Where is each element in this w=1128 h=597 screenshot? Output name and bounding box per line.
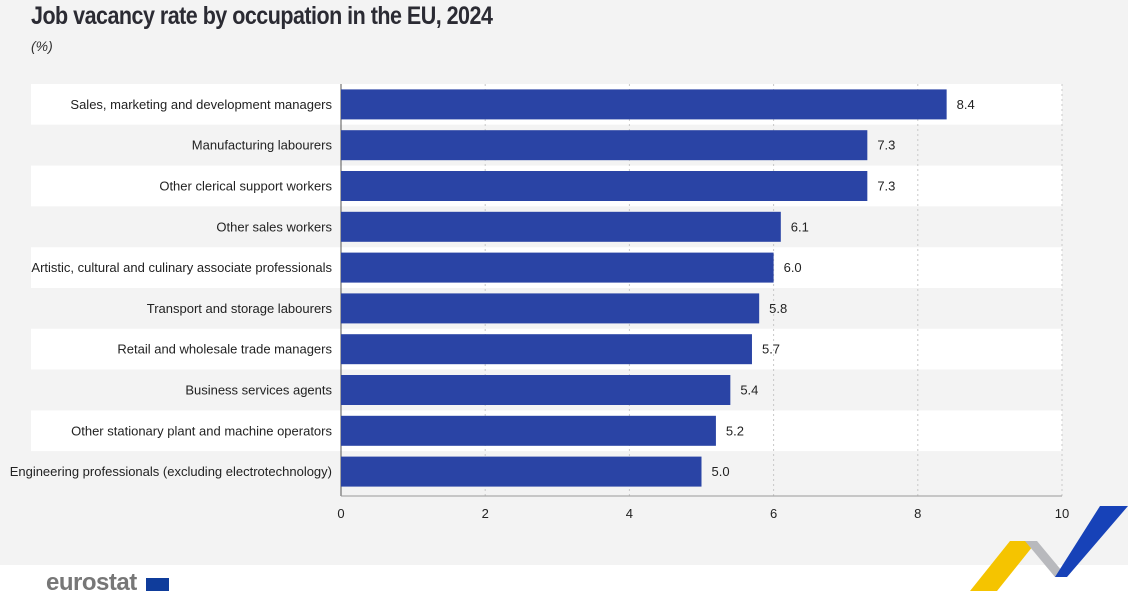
value-label: 6.0 <box>784 260 802 275</box>
eu-flag-icon <box>146 578 169 591</box>
category-label: Other sales workers <box>216 219 332 234</box>
bar <box>341 130 868 161</box>
eurostat-logo: eurostat <box>46 569 137 596</box>
value-label: 5.7 <box>762 342 780 357</box>
category-label: Manufacturing labourers <box>192 138 333 153</box>
x-tick-label: 2 <box>482 506 489 521</box>
value-label: 8.4 <box>957 97 975 112</box>
x-tick-label: 0 <box>337 506 344 521</box>
bar <box>341 415 716 446</box>
bar <box>341 293 760 324</box>
eurostat-ribbon-decoration <box>970 506 1128 591</box>
value-label: 5.8 <box>769 301 787 316</box>
value-label: 7.3 <box>877 138 895 153</box>
x-tick-label: 10 <box>1055 506 1069 521</box>
bar <box>341 171 868 201</box>
x-tick-label: 8 <box>914 506 921 521</box>
chart-title: Job vacancy rate by occupation in the EU… <box>31 2 493 30</box>
category-label: Business services agents <box>185 383 332 398</box>
value-label: 7.3 <box>877 179 895 194</box>
bar <box>341 334 752 365</box>
category-label: Other clerical support workers <box>159 179 332 194</box>
bar <box>341 211 781 242</box>
value-label: 6.1 <box>791 219 809 234</box>
value-label: 5.2 <box>726 423 744 438</box>
category-label: Engineering professionals (excluding ele… <box>10 464 332 479</box>
bar <box>341 375 731 405</box>
value-label: 5.4 <box>740 383 758 398</box>
x-tick-label: 4 <box>626 506 633 521</box>
category-label: Retail and wholesale trade managers <box>117 342 332 357</box>
bar <box>341 456 702 487</box>
category-label: Transport and storage labourers <box>147 301 333 316</box>
category-label: Other stationary plant and machine opera… <box>71 423 332 438</box>
bar <box>341 252 774 283</box>
category-label: Artistic, cultural and culinary associat… <box>31 260 332 275</box>
bar <box>341 89 947 120</box>
value-label: 5.0 <box>712 464 730 479</box>
x-tick-label: 6 <box>770 506 777 521</box>
category-label: Sales, marketing and development manager… <box>70 97 332 112</box>
chart-subtitle: (%) <box>31 38 53 54</box>
